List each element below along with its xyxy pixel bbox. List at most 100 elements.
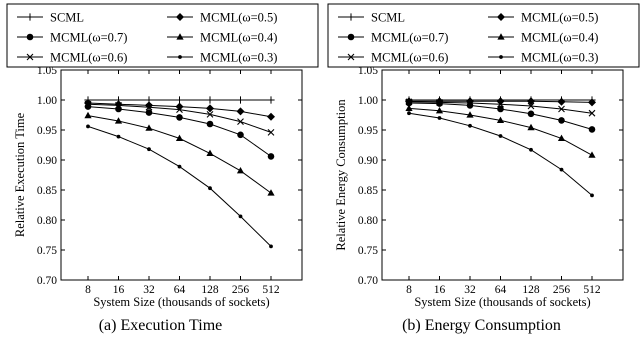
data-point bbox=[267, 96, 275, 104]
series-mcml-0-7 bbox=[84, 103, 275, 160]
data-point bbox=[145, 103, 153, 111]
y-axis-label: Relative Execution Time bbox=[13, 112, 27, 237]
series-mcml-0-6 bbox=[405, 98, 596, 117]
data-point bbox=[497, 105, 504, 113]
panel-energy-consumption: SCML MCML(ω=0.5) MCML(ω=0.7) MCML(ω=0.4) MCM… bbox=[321, 0, 642, 343]
x-axis-label: System Size (thousands of sockets) bbox=[414, 295, 590, 309]
y-tick-label: 0.75 bbox=[358, 245, 378, 257]
chart-energy-consumption: SCML MCML(ω=0.5) MCML(ω=0.7) MCML(ω=0.4) MCM… bbox=[327, 3, 640, 309]
y-tick-label: 0.85 bbox=[37, 185, 57, 197]
data-point bbox=[588, 109, 596, 117]
legend-box bbox=[327, 3, 640, 68]
legend-label: MCML(ω=0.6) bbox=[371, 51, 448, 65]
legend-label: MCML(ω=0.7) bbox=[371, 31, 448, 45]
legend-marker-dot bbox=[499, 55, 503, 59]
x-tick-label: 32 bbox=[143, 284, 155, 296]
data-point bbox=[436, 100, 443, 107]
x-tick-label: 8 bbox=[85, 284, 91, 296]
legend-marker-x bbox=[347, 53, 355, 61]
data-point bbox=[588, 98, 596, 107]
data-point bbox=[529, 147, 533, 152]
x-tick-label: 128 bbox=[522, 284, 540, 296]
y-tick-label: 0.90 bbox=[358, 155, 378, 167]
y-tick-label: 0.80 bbox=[37, 215, 57, 227]
data-point bbox=[206, 111, 214, 118]
data-point bbox=[496, 116, 505, 123]
data-point bbox=[267, 153, 275, 160]
legend-marker-triangle bbox=[176, 33, 184, 40]
x-tick-label: 16 bbox=[113, 284, 125, 296]
data-point bbox=[466, 111, 474, 118]
data-point bbox=[84, 100, 92, 108]
legend-marker-triangle bbox=[497, 33, 505, 40]
data-point bbox=[115, 102, 122, 109]
data-point bbox=[175, 134, 184, 141]
legend-marker-dot bbox=[178, 55, 182, 59]
data-point bbox=[435, 107, 444, 114]
data-point bbox=[238, 214, 243, 219]
x-tick-label: 16 bbox=[434, 284, 446, 296]
data-point bbox=[177, 164, 182, 169]
panel-execution-time: SCML MCML(ω=0.5) MCML(ω=0.7) MCML(ω=0.4) MCM… bbox=[6, 3, 319, 334]
y-tick-label: 1.05 bbox=[358, 65, 378, 77]
legend-item-scml: SCML bbox=[17, 11, 84, 25]
legend-marker-circle bbox=[347, 33, 355, 41]
data-point bbox=[527, 102, 535, 110]
legend-item-mcml-0-7: MCML(ω=0.7) bbox=[17, 31, 127, 45]
caption-execution-time: (a) Execution Time bbox=[98, 317, 223, 334]
legend-item-mcml-0-6: MCML(ω=0.6) bbox=[338, 51, 448, 65]
legend-label: SCML bbox=[50, 11, 84, 25]
y-tick-label: 0.70 bbox=[358, 275, 378, 287]
series-mcml-0-3 bbox=[407, 111, 594, 198]
data-point bbox=[145, 101, 153, 110]
data-point bbox=[527, 97, 535, 106]
y-axis: 0.70 0.75 0.80 0.85 0.90 0.95 1.00 1.05 bbox=[358, 65, 623, 287]
y-tick-label: 1.00 bbox=[37, 95, 57, 107]
data-point bbox=[407, 111, 411, 116]
series-line bbox=[408, 107, 593, 156]
x-tick-label: 8 bbox=[406, 284, 412, 296]
legend-label: MCML(ω=0.4) bbox=[200, 31, 277, 45]
data-point bbox=[115, 105, 122, 113]
x-tick-label: 128 bbox=[201, 284, 219, 296]
series-line bbox=[408, 112, 593, 196]
legend: SCML MCML(ω=0.5) MCML(ω=0.7) MCML(ω=0.4) MCM… bbox=[6, 3, 319, 68]
data-point bbox=[175, 102, 184, 111]
data-point bbox=[466, 99, 474, 107]
data-point bbox=[114, 117, 123, 124]
legend: SCML MCML(ω=0.5) MCML(ω=0.7) MCML(ω=0.4) MCM… bbox=[327, 3, 640, 68]
y-tick-label: 0.75 bbox=[37, 245, 57, 257]
caption-energy-consumption: (b) Energy Consumption bbox=[402, 317, 561, 334]
data-point bbox=[145, 109, 153, 116]
x-axis-label: System Size (thousands of sockets) bbox=[93, 295, 269, 309]
y-tick-label: 0.85 bbox=[358, 185, 378, 197]
data-point bbox=[559, 167, 564, 172]
data-point bbox=[557, 134, 566, 141]
data-point bbox=[496, 97, 505, 106]
data-point bbox=[206, 120, 214, 128]
legend-item-mcml-0-4: MCML(ω=0.4) bbox=[167, 31, 277, 45]
series-mcml-0-3 bbox=[86, 124, 273, 249]
x-axis: 8 16 32 64 128 256 512 bbox=[406, 70, 601, 296]
data-point bbox=[527, 123, 535, 131]
data-point bbox=[267, 129, 275, 136]
data-point bbox=[267, 112, 275, 121]
series-line bbox=[87, 125, 272, 247]
y-tick-label: 0.90 bbox=[37, 155, 57, 167]
y-tick-label: 1.05 bbox=[37, 65, 57, 77]
data-point bbox=[527, 110, 535, 118]
data-point bbox=[236, 167, 245, 174]
x-tick-label: 64 bbox=[495, 284, 507, 296]
x-tick-label: 256 bbox=[553, 284, 571, 296]
y-tick-label: 1.00 bbox=[358, 95, 378, 107]
data-point bbox=[269, 244, 273, 249]
x-tick-label: 64 bbox=[174, 284, 186, 296]
data-point bbox=[114, 100, 123, 109]
data-point bbox=[498, 134, 503, 138]
x-axis: 8 16 32 64 128 256 512 bbox=[85, 70, 280, 296]
legend-item-mcml-0-3: MCML(ω=0.3) bbox=[488, 51, 598, 65]
legend-label: MCML(ω=0.6) bbox=[50, 51, 127, 65]
data-point bbox=[175, 96, 184, 104]
legend-label: MCML(ω=0.5) bbox=[200, 11, 277, 25]
